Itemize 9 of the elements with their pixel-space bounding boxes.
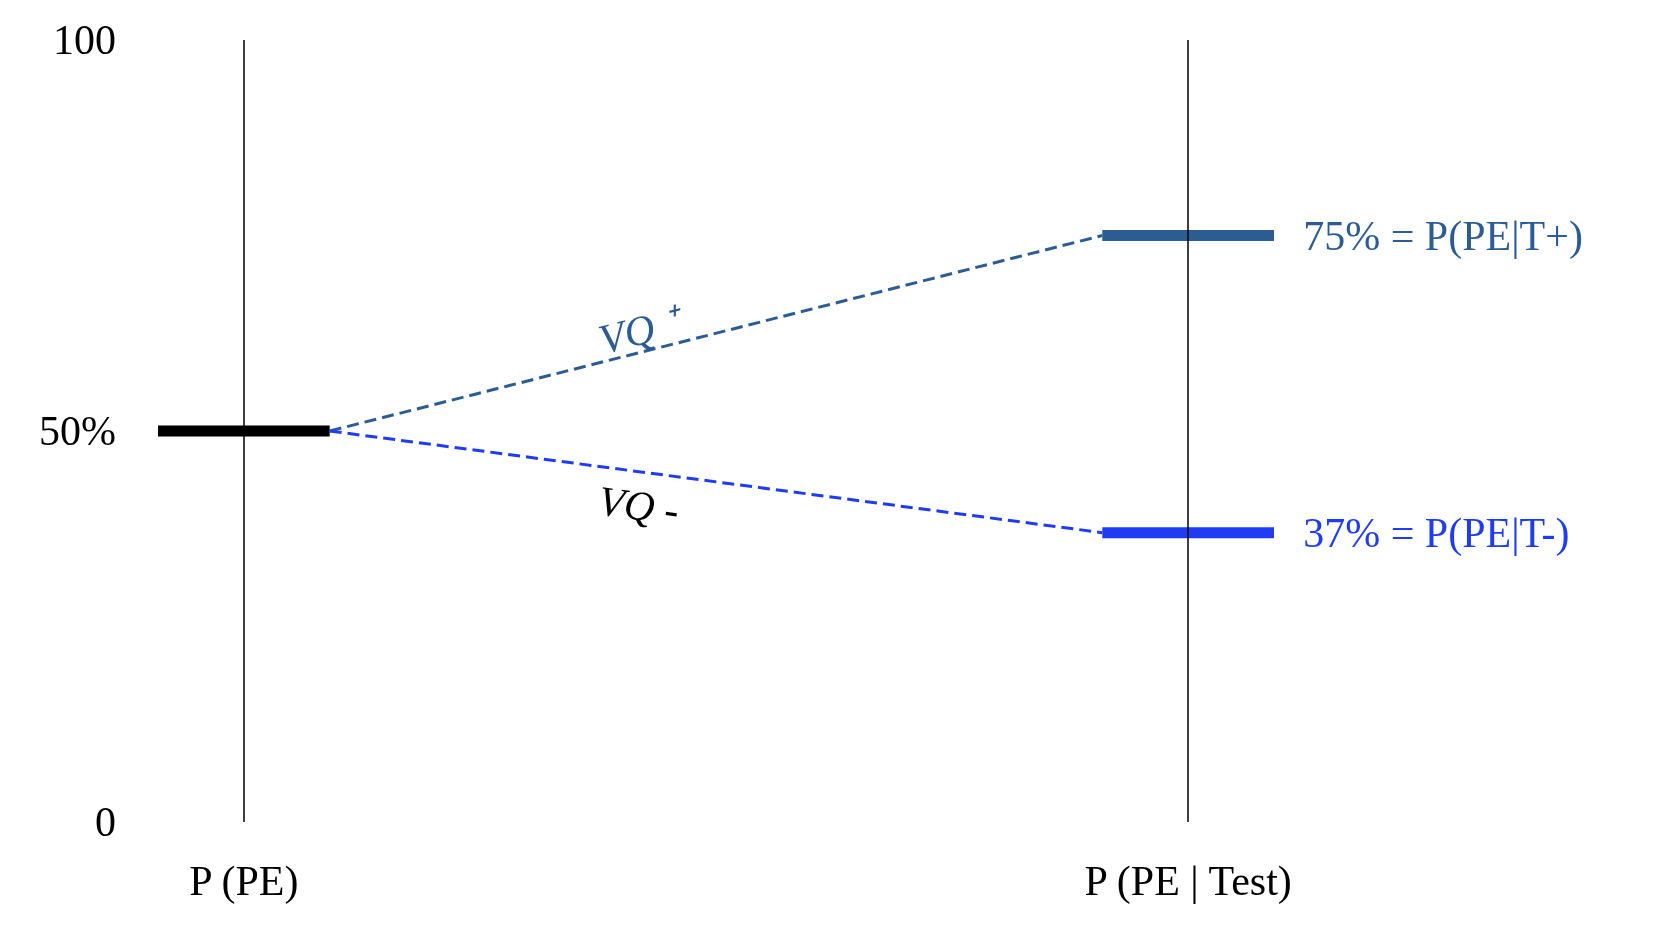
y-tick-label: 50%	[39, 408, 116, 454]
y-tick-label: 0	[95, 799, 116, 845]
y-tick-label: 100	[53, 17, 116, 63]
annotation: 37% = P(PE|T-)	[1303, 509, 1570, 557]
x-tick-label: P (PE)	[189, 858, 299, 905]
annotation: 75% = P(PE|T+)	[1303, 212, 1583, 260]
text: VQ -	[595, 477, 682, 534]
x-tick-label: P (PE | Test)	[1084, 858, 1292, 905]
text: VQ ⁺	[594, 297, 690, 363]
